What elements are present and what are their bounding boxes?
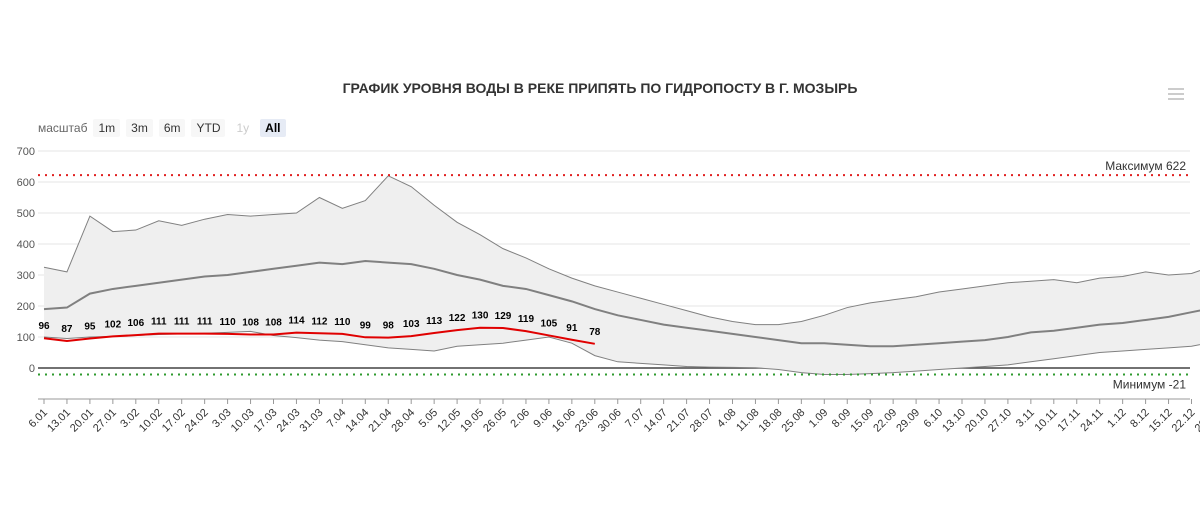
x-tick-label: 17.02 — [160, 407, 188, 435]
data-label: 95 — [84, 322, 96, 333]
x-tick-label: 29.12 — [1193, 407, 1200, 435]
x-tick-label: 10.11 — [1033, 407, 1060, 434]
x-tick-label: 16.06 — [550, 407, 578, 435]
y-tick-label: 300 — [17, 270, 35, 282]
x-tick-label: 20.01 — [68, 407, 96, 435]
x-tick-label: 13.10 — [940, 407, 968, 435]
range-selector: масштаб 1m 3m 6m YTD 1y All — [38, 118, 292, 138]
data-label: 98 — [383, 321, 395, 332]
data-label: 119 — [518, 314, 535, 325]
series-line-min-envelope — [43, 330, 1200, 376]
data-label: 106 — [127, 318, 144, 329]
x-tick-label: 26.05 — [481, 407, 509, 435]
max-plot-label: Максимум 622 — [1105, 159, 1186, 173]
data-label: 103 — [403, 319, 420, 330]
x-tick-label: 30.06 — [596, 407, 624, 435]
x-tick-label: 18.08 — [757, 407, 785, 435]
x-tick-label: 13.01 — [45, 407, 73, 435]
x-tick-label: 1.09 — [807, 407, 831, 431]
data-label: 108 — [265, 318, 282, 329]
x-tick-label: 24.11 — [1078, 407, 1105, 434]
y-tick-label: 200 — [17, 301, 35, 313]
data-label: 129 — [495, 311, 512, 322]
y-tick-label: 700 — [17, 146, 35, 158]
x-tick-label: 25.08 — [780, 407, 808, 435]
chart-title: ГРАФИК УРОВНЯ ВОДЫ В РЕКЕ ПРИПЯТЬ ПО ГИД… — [342, 80, 858, 96]
range-button-1m[interactable]: 1m — [93, 119, 121, 137]
data-label: 78 — [589, 327, 601, 338]
data-label: 130 — [472, 311, 489, 322]
range-button-all[interactable]: All — [260, 119, 286, 137]
x-tick-label: 27.10 — [986, 407, 1014, 435]
data-label: 113 — [426, 316, 443, 327]
series-line-current-year — [43, 326, 595, 345]
data-label: 110 — [334, 317, 351, 328]
data-label: 122 — [449, 313, 466, 324]
y-tick-label: 0 — [29, 363, 35, 375]
data-label: 111 — [174, 317, 190, 328]
range-button-ytd[interactable]: YTD — [191, 119, 226, 137]
series-line-average — [43, 260, 1200, 348]
series-line-max-envelope — [43, 175, 1200, 326]
range-selector-label: масштаб — [38, 121, 88, 135]
x-tick-label: 23.06 — [573, 407, 601, 435]
x-tick-label: 17.11 — [1055, 407, 1082, 434]
x-tick-label: 21.04 — [366, 407, 394, 435]
x-tick-label: 17.03 — [252, 407, 280, 435]
x-tick-label: 24.03 — [275, 407, 303, 435]
x-tick-label: 27.01 — [91, 407, 119, 435]
x-tick-label: 14.07 — [642, 407, 670, 435]
x-tick-label: 12.05 — [435, 407, 463, 435]
x-tick-label: 19.05 — [458, 407, 486, 435]
x-tick-label: 28.04 — [389, 407, 417, 435]
x-tick-label: 22.09 — [871, 407, 899, 435]
data-label: 102 — [105, 319, 122, 330]
x-tick-label: 15.12 — [1147, 407, 1175, 435]
data-label: 87 — [61, 324, 73, 335]
x-tick-label: 14.04 — [343, 407, 371, 435]
x-tick-label: 20.10 — [963, 407, 991, 435]
x-tick-label: 31.03 — [298, 407, 326, 435]
y-tick-label: 600 — [17, 177, 35, 189]
data-label: 96 — [38, 321, 50, 332]
hamburger-menu-icon[interactable] — [1168, 88, 1184, 100]
range-button-1y: 1y — [231, 119, 255, 137]
range-button-6m[interactable]: 6m — [158, 119, 186, 137]
y-tick-label: 100 — [17, 332, 35, 344]
data-label: 111 — [151, 317, 167, 328]
data-label: 108 — [242, 318, 259, 329]
data-label: 99 — [360, 320, 372, 331]
x-tick-label: 1.12 — [1105, 407, 1129, 431]
y-tick-label: 500 — [17, 208, 35, 220]
x-tick-label: 24.02 — [183, 407, 211, 435]
y-tick-label: 400 — [17, 239, 35, 251]
x-tick-label: 2.06 — [508, 407, 532, 431]
data-label: 111 — [197, 317, 213, 328]
data-label: 112 — [311, 316, 328, 327]
data-label: 105 — [541, 318, 558, 329]
x-tick-label: 15.09 — [848, 407, 876, 435]
data-label: 110 — [220, 317, 237, 328]
data-label: 114 — [288, 316, 305, 327]
min-plot-label: Минимум -21 — [1113, 378, 1187, 392]
data-label: 91 — [566, 323, 578, 334]
range-band — [44, 175, 1200, 375]
x-tick-label: 10.03 — [229, 407, 257, 435]
x-tick-label: 21.07 — [665, 407, 693, 435]
x-tick-label: 11.08 — [734, 407, 761, 434]
x-tick-label: 10.02 — [137, 407, 165, 435]
range-button-3m[interactable]: 3m — [126, 119, 153, 137]
x-tick-label: 29.09 — [894, 407, 922, 435]
x-tick-label: 28.07 — [688, 407, 716, 435]
x-tick-label: 22.12 — [1170, 407, 1198, 435]
